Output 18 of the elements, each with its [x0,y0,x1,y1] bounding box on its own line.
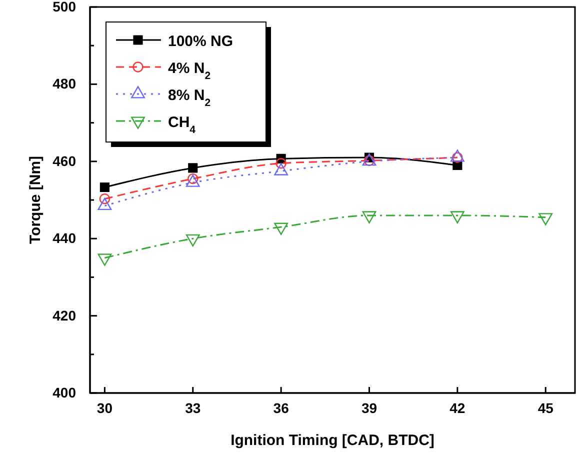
x-tick-label: 30 [96,400,113,416]
y-tick-label: 500 [52,0,76,14]
y-tick-label: 480 [52,76,76,92]
y-tick-label: 460 [52,152,76,169]
x-tick-label: 33 [185,400,201,416]
x-axis-title: Ignition Timing [CAD, BTDC] [230,432,434,449]
legend-label: CH$_{4}$ [168,114,196,136]
legend-label: 100% NG [168,33,234,50]
y-tick-label: 400 [52,384,76,400]
x-tick-label: 36 [273,400,290,416]
y-tick-label: 420 [52,307,76,324]
legend-label: 8% N$_{2}$ [168,87,211,109]
x-tick-label: 42 [450,400,466,416]
x-tick-label: 45 [538,400,554,416]
y-tick-label: 440 [52,230,76,246]
y-axis-title: Torque [Nm] [27,156,44,244]
legend-label: 4% N$_{2}$ [168,60,211,82]
x-tick-label: 39 [361,400,378,416]
